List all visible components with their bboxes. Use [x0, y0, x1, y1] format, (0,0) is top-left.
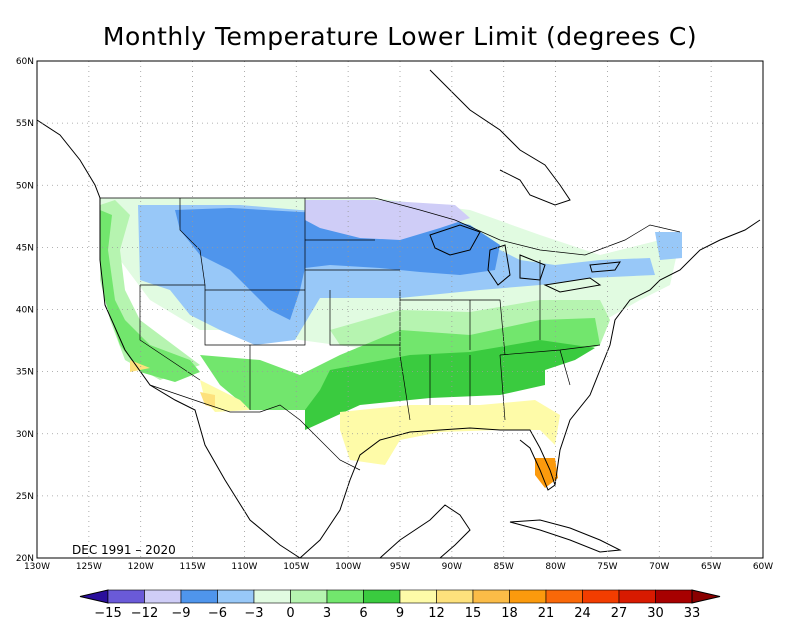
lon-tick-label: 130W — [24, 562, 50, 572]
lon-tick-label: 65W — [701, 562, 721, 572]
lon-tick-label: 75W — [597, 562, 617, 572]
zone-21 — [535, 458, 558, 488]
political-borders — [100, 197, 681, 471]
colorbar-label: −3 — [244, 606, 263, 618]
colorbar-label: 9 — [396, 606, 404, 618]
colorbar-label: −15 — [94, 606, 121, 618]
lon-tick-label: 80W — [545, 562, 565, 572]
hudson-bay-coast — [429, 69, 571, 206]
lon-tick-label: 85W — [494, 562, 514, 572]
lat-tick-label: 55N — [16, 119, 34, 129]
colorbar-label: −6 — [208, 606, 227, 618]
lon-tick-label: 60W — [753, 562, 773, 572]
state-lines — [139, 198, 601, 421]
colorbar-swatch — [180, 589, 218, 604]
colorbar-label: 18 — [501, 606, 518, 618]
colorbar-swatch — [326, 589, 364, 604]
zone-le-minus9 — [305, 200, 470, 240]
colorbar-low-arrow — [79, 589, 109, 604]
colorbar: −15 −12 −9 −6 −3 0 3 6 9 12 15 18 21 24 27 30 33 — [79, 589, 721, 618]
lon-tick-label: 110W — [231, 562, 257, 572]
colorbar-label: 30 — [647, 606, 664, 618]
colorbar-swatch — [217, 589, 255, 604]
lat-tick-label: 20N — [16, 554, 34, 564]
lat-tick-label: 25N — [16, 492, 34, 502]
colorbar-label: 6 — [359, 606, 367, 618]
colorbar-swatch — [436, 589, 474, 604]
plot-frame — [36, 60, 764, 559]
coastlines — [36, 69, 761, 559]
colorbar-swatch — [545, 589, 583, 604]
north-america-coastline — [36, 119, 761, 559]
colorbar-high-arrow — [691, 589, 721, 604]
colorbar-label: 12 — [428, 606, 445, 618]
lon-tick-label: 105W — [283, 562, 309, 572]
colorbar-label: −12 — [131, 606, 158, 618]
lat-tick-label: 45N — [16, 243, 34, 253]
us-canada-border — [100, 197, 681, 256]
us-mexico-border — [149, 384, 361, 471]
cuba-coast — [509, 519, 622, 553]
temperature-fill-layer — [100, 198, 682, 488]
gridlines — [37, 61, 763, 558]
colorbar-swatch — [290, 589, 328, 604]
lon-tick-label: 125W — [76, 562, 102, 572]
colorbar-swatch — [472, 589, 510, 604]
map-title: Monthly Temperature Lower Limit (degrees… — [102, 22, 698, 51]
colorbar-swatch — [618, 589, 656, 604]
colorbar-swatch — [655, 589, 693, 604]
colorbar-swatch — [144, 589, 182, 604]
lon-tick-label: 90W — [442, 562, 462, 572]
colorbar-swatch — [509, 589, 547, 604]
zone-15 — [130, 360, 215, 408]
colorbar-label: 24 — [574, 606, 591, 618]
zone-9 — [305, 340, 595, 430]
zone-6-west — [100, 210, 200, 382]
lat-tick-label: 35N — [16, 368, 34, 378]
colorbar-swatch — [107, 589, 145, 604]
colorbar-label: 21 — [538, 606, 555, 618]
colorbar-label: 3 — [323, 606, 331, 618]
colorbar-swatch — [582, 589, 620, 604]
lat-tick-label: 30N — [16, 430, 34, 440]
lat-tick-label: 50N — [16, 181, 34, 191]
lat-tick-label: 40N — [16, 306, 34, 316]
lon-tick-label: 95W — [390, 562, 410, 572]
lon-tick-label: 115W — [180, 562, 206, 572]
zone-minus3-ne — [655, 232, 682, 260]
colorbar-swatch — [399, 589, 437, 604]
axis-ticks: 130W 125W 120W 115W 110W 105W 100W 95W 90W 85W 80W… — [16, 57, 773, 572]
lon-tick-label: 120W — [128, 562, 154, 572]
colorbar-label: 15 — [465, 606, 482, 618]
period-label: DEC 1991 – 2020 — [72, 543, 176, 557]
colorbar-label: 33 — [684, 606, 701, 618]
lon-tick-label: 100W — [335, 562, 361, 572]
zone-minus6 — [175, 208, 500, 320]
lat-tick-label: 60N — [16, 57, 34, 67]
colorbar-label: 27 — [611, 606, 628, 618]
colorbar-swatch — [363, 589, 401, 604]
colorbar-label: −9 — [171, 606, 190, 618]
yucatan-coast — [379, 504, 471, 559]
zone-12 — [200, 380, 560, 465]
colorbar-swatch — [253, 589, 291, 604]
colorbar-label: 0 — [286, 606, 294, 618]
lon-tick-label: 70W — [649, 562, 669, 572]
